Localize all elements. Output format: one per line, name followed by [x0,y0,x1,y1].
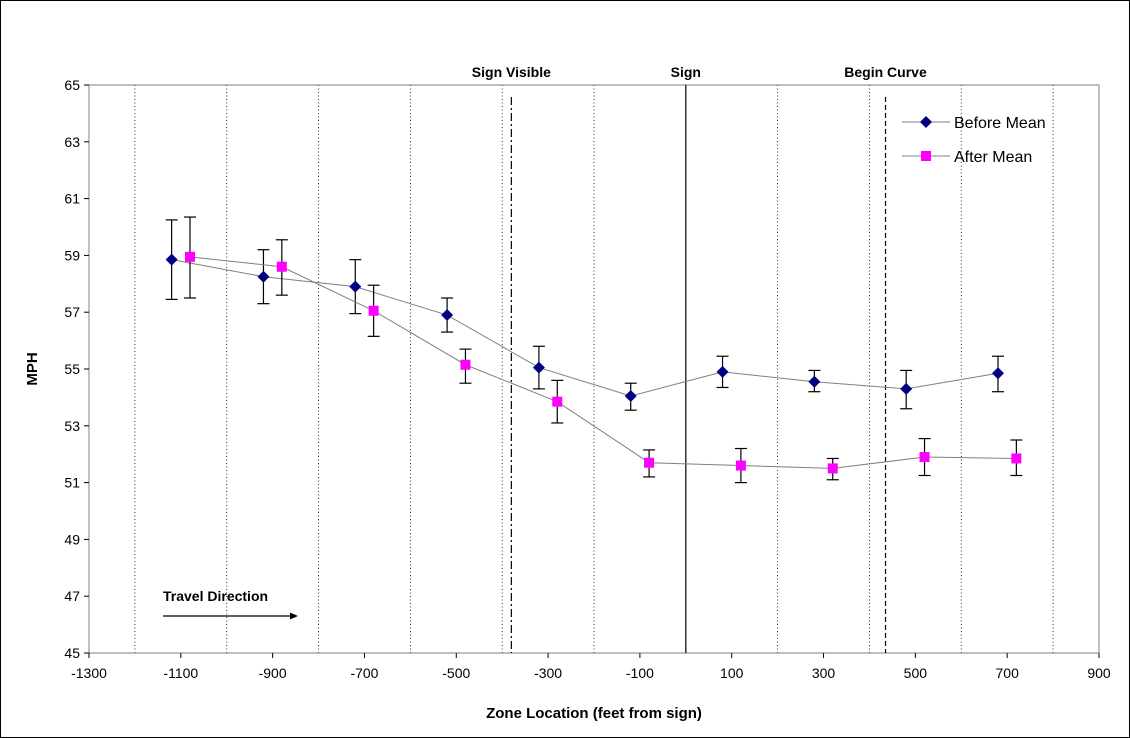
y-tick-label-1: 47 [64,588,80,604]
series-1-point-2 [368,305,379,316]
legend-after-label: After Mean [954,149,1032,166]
y-axis-title: MPH [24,352,41,385]
x-axis-ticks: -1300 -1100 -900 -700 -500 -300 -100 100 300 500 7… [71,653,1111,681]
series-0-point-1 [257,270,270,283]
y-axis-ticks: 45 47 49 51 53 55 57 59 61 63 65 [64,77,89,661]
y-tick-label-8: 61 [64,191,80,207]
y-tick-label-2: 49 [64,531,80,547]
x-tick-label-4: -500 [442,665,470,681]
x-tick-label-9: 500 [904,665,928,681]
series-1-point-6 [735,460,746,471]
y-tick-label-4: 53 [64,418,80,434]
series-1-point-8 [919,452,930,463]
x-tick-label-6: -100 [626,665,654,681]
legend-before-label: Before Mean [954,115,1046,132]
y-tick-label-10: 65 [64,77,80,93]
reference-lines: Sign Visible Sign Begin Curve [472,64,927,653]
series-0-point-2 [349,280,362,293]
travel-direction-label: Travel Direction [163,588,268,604]
y-tick-label-7: 59 [64,247,80,263]
x-tick-label-11: 900 [1087,665,1111,681]
ref-label-0: Sign Visible [472,64,551,80]
series-1-point-3 [460,359,471,370]
series-0-point-8 [900,382,913,395]
series-1-point-5 [644,457,655,468]
series-0-point-6 [716,365,729,378]
y-tick-label-5: 55 [64,361,80,377]
x-tick-label-1: -1100 [163,665,198,681]
series-0-point-7 [808,375,821,388]
y-tick-label-6: 57 [64,304,80,320]
series-1 [184,216,1023,484]
x-axis-title: Zone Location (feet from sign) [486,705,702,722]
x-tick-label-3: -700 [350,665,378,681]
x-tick-label-0: -1300 [71,665,107,681]
series-0-point-3 [441,309,454,322]
x-tick-label-7: 100 [720,665,744,681]
data-series [165,216,1023,484]
series-0-point-5 [624,389,637,402]
travel-direction-annotation: Travel Direction [163,588,298,620]
y-tick-label-0: 45 [64,645,80,661]
series-0-line [171,259,999,397]
x-tick-label-10: 700 [996,665,1020,681]
series-1-point-7 [827,463,838,474]
series-1-point-9 [1011,453,1022,464]
x-tick-label-5: -300 [534,665,562,681]
series-1-line [189,256,1017,469]
grid-lines [134,85,1054,653]
series-1-point-1 [276,261,287,272]
ref-label-2: Begin Curve [844,64,927,80]
series-1-point-0 [185,251,195,262]
series-0-point-9 [992,367,1004,380]
travel-direction-arrow-head [290,612,298,620]
y-tick-label-9: 63 [64,134,80,150]
x-tick-label-8: 300 [812,665,836,681]
ref-label-1: Sign [671,64,701,80]
y-tick-label-3: 51 [64,475,80,491]
series-0-point-4 [532,361,545,374]
series-0-point-0 [165,253,178,266]
legend-before-marker [920,116,932,128]
legend-after-marker [921,151,931,161]
x-tick-label-2: -900 [259,665,287,681]
legend: Before Mean After Mean [902,115,1046,166]
series-0 [165,219,1004,411]
series-1-point-4 [552,396,563,407]
